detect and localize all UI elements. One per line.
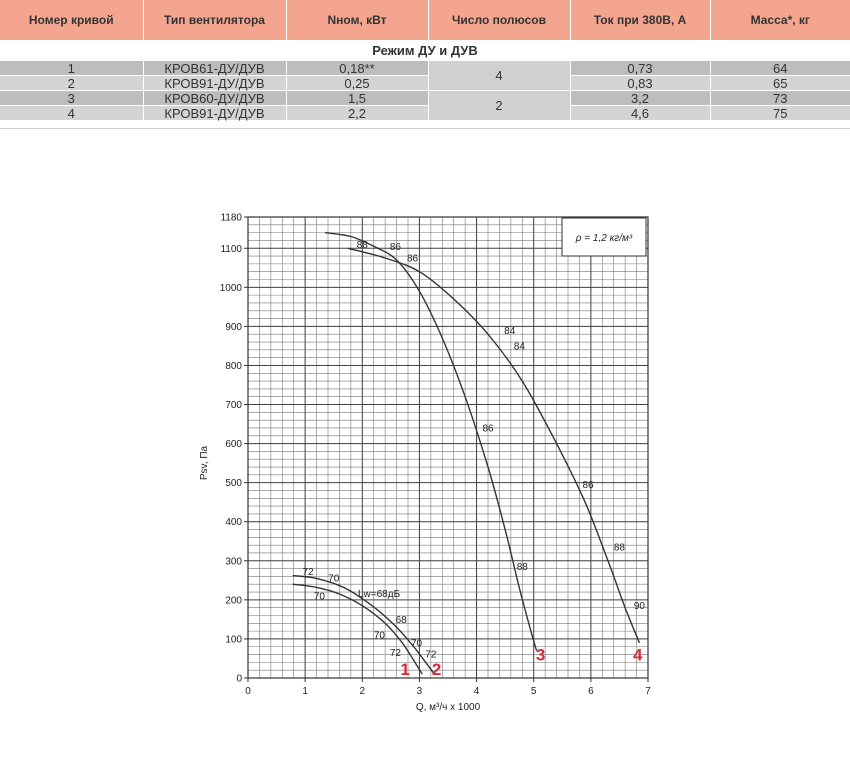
db-label: 70 [314,591,326,602]
y-tick-label: 700 [225,400,242,411]
tick-labels: 0 1 2 3 4 5 6 701002003004005006007008009001000… [220,213,651,698]
cell-curve: 3 [0,90,143,106]
mode-row: Режим ДУ и ДУВ [0,40,850,61]
curve-number-3: 3 [536,645,545,664]
cell-type: КРОВ91-ДУ/ДУВ [142,75,286,91]
cell-current: 0,83 [569,75,710,91]
grid-minor [247,216,649,679]
lw-label: Lw=68дБ [358,589,401,600]
cell-type: КРОВ61-ДУ/ДУВ [142,60,286,76]
y-tick-label: 500 [225,478,242,489]
curve-number-2: 2 [432,660,441,679]
table-row: 2 КРОВ91-ДУ/ДУВ 0,25 0,83 65 [0,75,850,91]
y-tick-label: 300 [225,556,242,567]
x-tick-label: 3 [417,686,423,697]
series-line-3 [324,231,538,651]
mode-label: Режим ДУ и ДУВ [0,40,850,61]
density-note-frame [561,217,647,257]
header-current: Ток при 380В, А [569,0,710,40]
db-label: 72 [425,649,437,660]
header-power: Nном, кВт [285,0,428,40]
axes [247,216,649,679]
cell-current: 3,2 [569,90,710,106]
db-label: 86 [482,423,494,434]
db-label: 68 [396,615,408,626]
x-axis-label: Q, м³/ч x 1000 [416,702,481,713]
db-label: 70 [374,631,386,642]
plot-frame [247,216,649,679]
curve-number-4: 4 [633,645,643,664]
cell-curve: 1 [0,60,143,76]
header-curve-number: Номер кривой [0,0,143,40]
x-tick-label: 1 [302,686,308,697]
db-label: 86 [582,480,594,491]
density-note-box: ρ = 1,2 кг/м³ [561,217,647,257]
table-row: 4 КРОВ91-ДУ/ДУВ 2,2 4,6 75 [0,105,850,120]
cell-mass: 65 [709,75,850,91]
series-line-2 [292,574,435,674]
header-mass: Масса*, кг [709,0,850,40]
y-tick-label: 600 [225,439,242,450]
x-tick-label: 6 [588,686,594,697]
x-tick-label: 0 [245,686,251,697]
db-label: 72 [390,648,402,659]
cell-current: 4,6 [569,105,710,120]
cell-type: КРОВ91-ДУ/ДУВ [142,105,286,120]
y-tick-label: 800 [225,361,242,372]
cell-mass: 64 [709,60,850,76]
cell-type: КРОВ60-ДУ/ДУВ [142,90,286,106]
series-curves [292,231,641,675]
table-row: 3 КРОВ60-ДУ/ДУВ 1,5 2 3,2 73 [0,90,850,120]
cell-mass: 75 [709,105,850,120]
db-label: 88 [357,240,369,251]
y-tick-label: 0 [236,674,242,685]
curve-numbers: 1 2 3 4 [400,645,643,678]
y-tick-label: 1000 [220,283,243,294]
x-tick-label: 2 [360,686,366,697]
y-tick-label: 1180 [220,213,242,224]
curve-number-1: 1 [400,660,409,679]
db-label: 70 [411,638,423,649]
table-header-row: Номер кривой Тип вентилятора Nном, кВт Ч… [0,0,850,40]
y-tick-label: 100 [225,634,242,645]
db-label: 86 [390,242,402,253]
spec-table: Номер кривой Тип вентилятора Nном, кВт Ч… [0,0,850,120]
db-label: 90 [634,601,646,612]
db-label: 88 [614,543,626,554]
x-tick-label: 5 [531,686,537,697]
db-label: 70 [328,573,340,584]
x-tick-label: 4 [474,686,480,697]
db-label: 84 [514,341,526,352]
cell-current: 0,73 [569,60,710,76]
cell-curve: 4 [0,105,143,120]
y-tick-label: 900 [225,322,242,333]
cell-power: 0,25 [285,75,428,91]
header-poles: Число полюсов [427,0,570,40]
series-line-4 [347,247,641,644]
series-line-1 [292,583,423,675]
db-label: 86 [407,254,419,265]
table-row: 1 КРОВ61-ДУ/ДУВ 0,18** 4 0,73 64 [0,60,850,91]
cell-power: 2,2 [285,105,428,120]
header-fan-type: Тип вентилятора [142,0,286,40]
y-tick-label: 200 [225,595,242,606]
cell-poles: 2 [427,90,570,120]
db-label: 72 [302,567,314,578]
cell-poles: 4 [427,60,570,91]
grid-major [247,216,649,679]
cell-power: 1,5 [285,90,428,106]
cell-curve: 2 [0,75,143,91]
y-tick-label: 400 [225,517,242,528]
db-label: 84 [504,326,516,337]
y-axis-label: Psv, Па [199,445,210,480]
table-divider [0,128,850,129]
cell-power: 0,18** [285,60,428,76]
x-tick-label: 7 [645,686,651,697]
cell-mass: 73 [709,90,850,106]
db-label: 88 [517,562,529,573]
y-tick-label: 1100 [220,244,242,255]
density-note: ρ = 1,2 кг/м³ [575,233,633,244]
